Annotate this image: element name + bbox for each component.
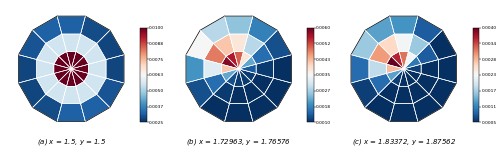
Text: (b) $x$ = 1.72963, $y$ = 1.76576: (b) $x$ = 1.72963, $y$ = 1.76576: [186, 137, 291, 147]
Text: (a) $x$ = 1.5, $y$ = 1.5: (a) $x$ = 1.5, $y$ = 1.5: [37, 137, 106, 147]
Text: (c) $x$ = 1.83372, $y$ = 1.87562: (c) $x$ = 1.83372, $y$ = 1.87562: [352, 137, 456, 147]
